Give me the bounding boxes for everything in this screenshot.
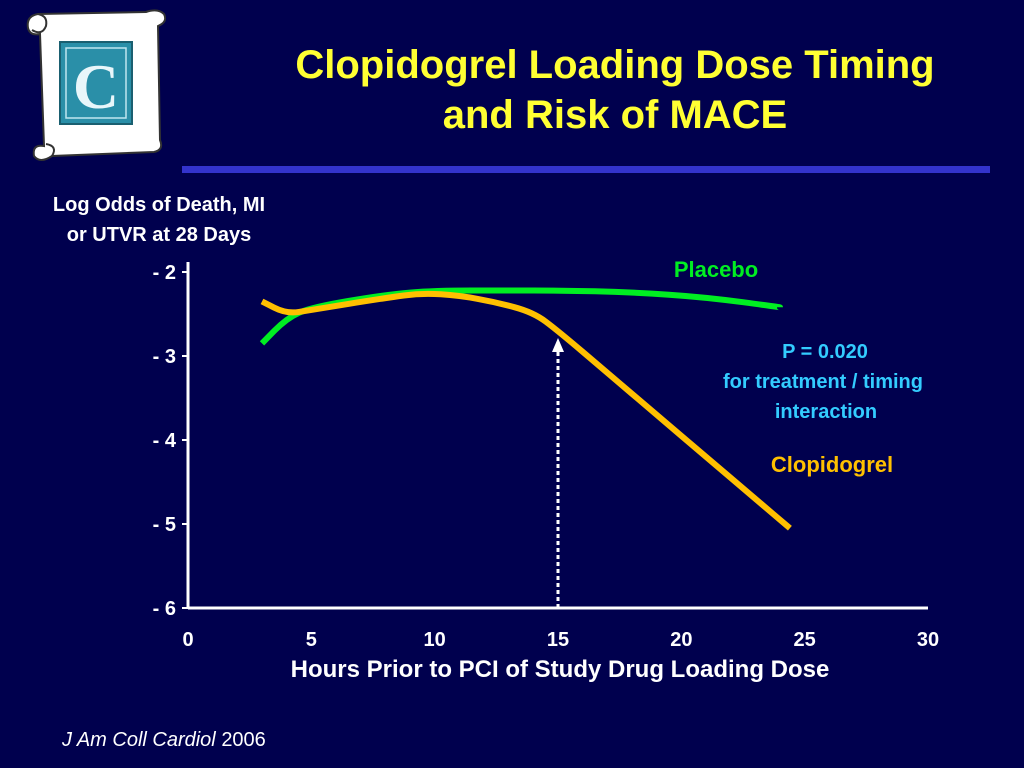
- y-tick-label: - 6: [153, 598, 176, 620]
- legend-clopidogrel-label: Clopidogrel: [771, 452, 893, 477]
- x-tick-label: 25: [794, 629, 816, 651]
- x-tick-label: 30: [917, 629, 939, 651]
- p-value-text: P = 0.020: [782, 341, 868, 363]
- citation-journal: J Am Coll Cardiol: [62, 729, 216, 751]
- legend-placebo-label: Placebo: [674, 257, 758, 282]
- scroll-logo-icon: C: [26, 9, 166, 161]
- x-tick-label: 10: [424, 629, 446, 651]
- citation: J Am Coll Cardiol 2006: [62, 729, 266, 752]
- title-line-1: Clopidogrel Loading Dose Timing: [295, 43, 935, 87]
- title-divider: [182, 166, 990, 173]
- y-tick-label: - 4: [153, 430, 177, 452]
- y-tick-label: - 5: [153, 514, 176, 536]
- x-tick-label: 0: [182, 629, 193, 651]
- x-tick-label: 20: [670, 629, 692, 651]
- y-tick-label: - 3: [153, 346, 176, 368]
- citation-year: 2006: [221, 729, 266, 751]
- slide-title: Clopidogrel Loading Dose Timing and Risk…: [220, 40, 1010, 140]
- series-line-placebo: [259, 287, 783, 346]
- y-axis-label-line-2: or UTVR at 28 Days: [66, 224, 252, 246]
- svg-text:C: C: [73, 51, 119, 122]
- x-tick-label: 15: [547, 629, 569, 651]
- title-line-2: and Risk of MACE: [442, 93, 788, 137]
- y-tick-label: - 2: [153, 262, 176, 284]
- interaction-text-line-2: for treatment / timing: [723, 371, 923, 393]
- y-axis-label-line-1: Log Odds of Death, MI: [52, 194, 266, 216]
- series-line-clopidogrel: [260, 290, 792, 531]
- interaction-text-line-3: interaction: [775, 401, 877, 423]
- y-axis-label: Log Odds of Death, MI or UTVR at 28 Days: [14, 190, 304, 250]
- x-axis-label: Hours Prior to PCI of Study Drug Loading…: [290, 656, 830, 683]
- x-tick-label: 5: [306, 629, 317, 651]
- timing-marker-arrowhead: [552, 338, 564, 352]
